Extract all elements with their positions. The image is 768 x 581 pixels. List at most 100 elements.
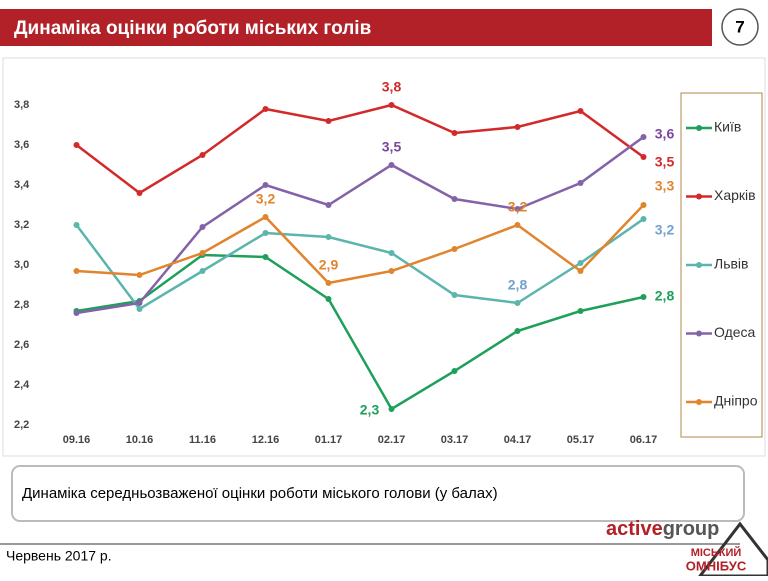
legend-label: Київ	[714, 119, 741, 135]
data-point	[136, 190, 143, 196]
y-tick-label: 3,2	[14, 219, 29, 231]
data-point	[451, 292, 458, 298]
data-label: 3,2	[508, 199, 528, 215]
page-circle	[721, 8, 759, 46]
data-point	[577, 260, 584, 266]
data-point	[514, 124, 521, 130]
data-point	[640, 202, 647, 208]
x-tick-label: 10.16	[126, 434, 154, 446]
y-tick-label: 2,8	[14, 299, 29, 311]
data-point	[136, 306, 143, 312]
data-point	[136, 272, 143, 278]
data-label: 3,5	[382, 139, 402, 155]
data-point	[325, 234, 332, 240]
brand-b: group	[663, 518, 720, 540]
plot: 2,2 2,4 2,6 2,8 3,0 3,2 3,4 3,6 3,8 09.16 10.16 11.…	[14, 79, 758, 446]
legend-marker	[696, 399, 702, 405]
legend-marker	[696, 262, 702, 268]
data-point	[640, 154, 647, 160]
data-point	[388, 250, 395, 256]
data-point	[514, 222, 521, 228]
data-point	[577, 108, 584, 114]
data-point	[451, 196, 458, 202]
data-point	[199, 268, 206, 274]
data-point	[388, 102, 395, 108]
data-point	[199, 250, 206, 256]
y-tick-label: 2,4	[14, 379, 30, 391]
legend-label: Одеса	[714, 324, 756, 340]
data-point	[262, 214, 269, 220]
x-tick-label: 01.17	[315, 434, 343, 446]
data-point	[199, 224, 206, 230]
data-point	[73, 222, 80, 228]
data-point	[640, 294, 647, 300]
data-label: 2,9	[319, 257, 339, 273]
y-tick-label: 3,0	[14, 259, 29, 271]
data-point	[262, 106, 269, 112]
data-point	[388, 406, 395, 412]
data-point	[73, 142, 80, 148]
legend-marker	[696, 193, 702, 200]
x-tick-label: 05.17	[567, 434, 595, 446]
data-point	[262, 254, 269, 260]
y-tick-label: 3,6	[14, 139, 29, 151]
header-bar	[0, 9, 712, 46]
data-label: 3,6	[655, 126, 675, 142]
data-point	[451, 368, 458, 374]
x-tick-label: 12.16	[252, 434, 280, 446]
legend-marker	[696, 125, 702, 131]
series-line	[75, 103, 645, 195]
data-label: 2,3	[360, 402, 380, 418]
data-label: 3,8	[382, 79, 402, 95]
x-tick-label: 11.16	[189, 434, 216, 446]
data-point	[451, 130, 458, 136]
data-point	[325, 202, 332, 208]
data-point	[514, 328, 521, 334]
data-point	[514, 206, 521, 212]
footer-date: Червень 2017 р.	[6, 548, 112, 564]
x-tick-label: 02.17	[378, 434, 406, 446]
y-tick-label: 3,8	[14, 99, 29, 111]
data-point	[262, 230, 269, 236]
logo-bottom: ОМНІБУС	[686, 558, 747, 573]
legend-label: Дніпро	[714, 393, 758, 409]
data-label: 3,3	[655, 178, 675, 194]
caption-box	[11, 465, 745, 522]
data-point	[388, 162, 395, 168]
data-point	[577, 268, 584, 274]
chart-frame	[2, 57, 766, 457]
data-point	[73, 268, 80, 274]
data-point	[73, 310, 80, 316]
x-tick-label: 06.17	[630, 434, 658, 446]
data-point	[640, 216, 647, 222]
data-point	[325, 296, 332, 302]
header-title: Динаміка оцінки роботи міських голів	[14, 18, 371, 39]
data-point	[451, 246, 458, 252]
data-point	[577, 180, 584, 186]
legend-label: Львів	[714, 256, 748, 272]
data-point	[514, 300, 521, 306]
x-tick-label: 04.17	[504, 434, 532, 446]
data-label: 2,8	[508, 277, 528, 293]
series-line	[76, 253, 644, 411]
legend-marker	[696, 330, 702, 337]
caption: Динаміка середньозваженої оцінки роботи …	[22, 485, 498, 502]
data-point	[325, 280, 332, 286]
x-tick-label: 09.16	[63, 434, 91, 446]
data-point	[388, 268, 395, 274]
data-point	[577, 308, 584, 314]
y-tick-label: 2,2	[14, 419, 29, 431]
y-tick-label: 3,4	[14, 179, 30, 191]
data-point	[262, 182, 269, 188]
brand: activegroup	[606, 518, 719, 540]
y-tick-label: 2,6	[14, 339, 29, 351]
logo-top: МІСЬКИЙ	[691, 546, 742, 559]
brand-a: active	[606, 518, 663, 540]
legend-label: Харків	[714, 187, 756, 203]
series-line	[76, 204, 645, 285]
data-point	[325, 118, 332, 124]
data-point	[640, 134, 647, 140]
data-point	[199, 152, 206, 158]
